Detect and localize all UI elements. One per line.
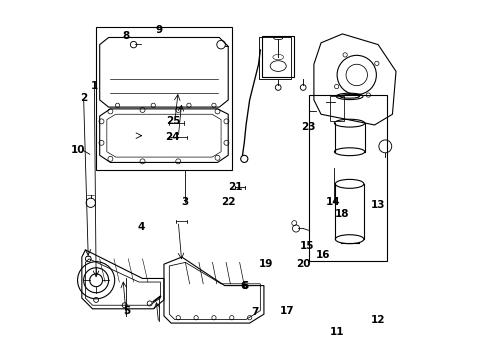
Text: 15: 15 [299, 241, 313, 251]
Text: 23: 23 [301, 122, 315, 132]
Bar [308, 95, 386, 261]
Text: 16: 16 [315, 250, 330, 260]
Text: 6: 6 [240, 281, 247, 291]
Text: 19: 19 [258, 259, 272, 269]
Text: 17: 17 [279, 306, 294, 316]
Text: 5: 5 [122, 306, 130, 316]
Text: 8: 8 [122, 31, 130, 41]
Text: 4: 4 [137, 222, 144, 232]
Text: 12: 12 [370, 315, 385, 325]
Text: 1: 1 [91, 81, 98, 91]
Text: 21: 21 [227, 182, 242, 192]
Text: 11: 11 [329, 327, 344, 337]
Text: 3: 3 [182, 197, 189, 207]
Text: 2: 2 [80, 93, 87, 103]
Text: 24: 24 [165, 132, 180, 142]
Text: 7: 7 [251, 307, 258, 317]
Text: 9: 9 [155, 25, 162, 35]
Bar [258, 37, 290, 79]
Text: 20: 20 [295, 259, 310, 269]
Text: 22: 22 [221, 197, 235, 207]
Bar [261, 36, 294, 77]
Text: 25: 25 [166, 116, 180, 126]
Text: 14: 14 [326, 197, 340, 207]
Text: 10: 10 [70, 145, 85, 155]
Text: 13: 13 [370, 200, 385, 210]
Text: 6: 6 [241, 281, 248, 291]
Text: 18: 18 [334, 209, 349, 219]
Bar [96, 27, 231, 170]
